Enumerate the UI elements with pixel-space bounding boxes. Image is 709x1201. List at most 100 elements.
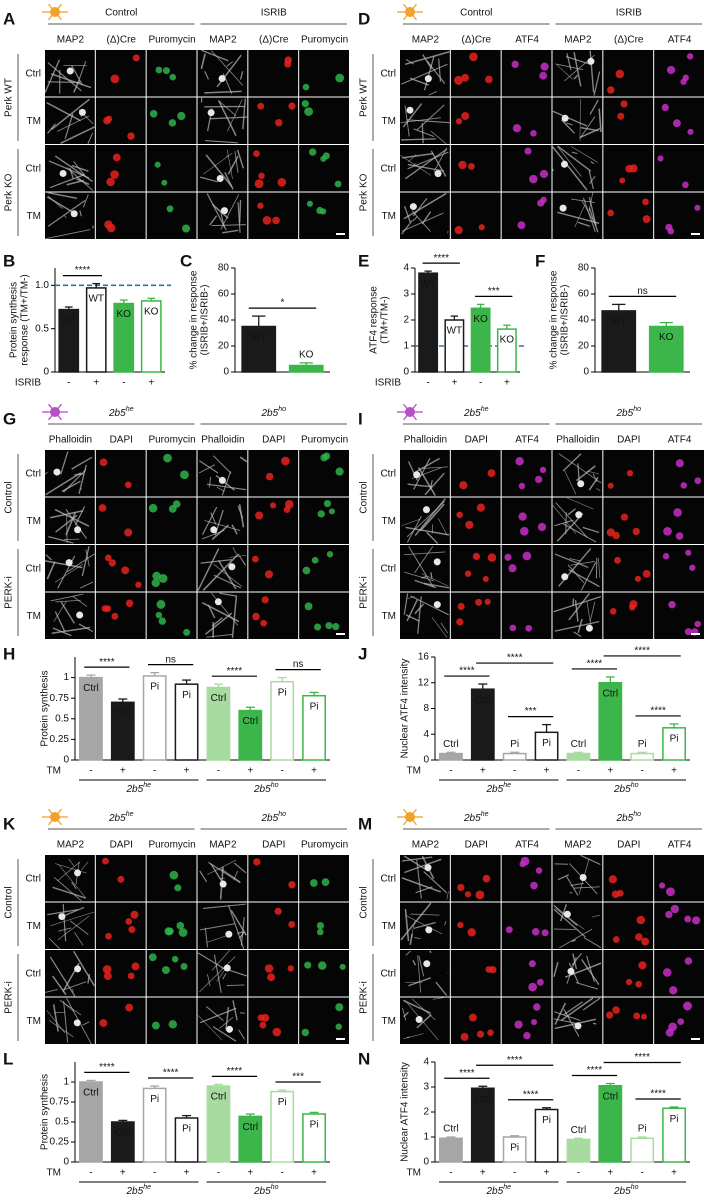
neurite: [557, 211, 600, 224]
neurite: [565, 55, 591, 65]
neurite: [402, 103, 423, 128]
neurite: [589, 50, 595, 93]
neurite: [233, 862, 247, 874]
neurite: [568, 569, 600, 588]
neurite: [202, 553, 239, 591]
bar-label: WT: [447, 326, 463, 337]
neurite: [87, 974, 91, 984]
neurite: [64, 113, 74, 139]
cell-icon-branch: [48, 808, 56, 818]
neurite: [403, 593, 409, 615]
nucleus: [326, 551, 334, 558]
nucleus: [180, 470, 189, 480]
nucleus: [541, 929, 549, 937]
bar: [110, 1121, 135, 1163]
neurite: [64, 215, 67, 219]
x-row-label: TM: [47, 766, 61, 777]
nucleus: [608, 875, 618, 884]
group-label: Control: [105, 8, 137, 19]
neurite: [416, 859, 422, 899]
nucleus: [685, 549, 692, 556]
neurite: [592, 914, 600, 918]
micrograph: [552, 50, 603, 97]
nucleus: [320, 208, 327, 215]
micrograph: [450, 145, 501, 192]
neurite: [222, 973, 227, 980]
neurite: [211, 203, 229, 219]
neurite: [560, 997, 594, 1022]
nucleus: [457, 883, 465, 892]
neurite: [566, 53, 572, 71]
cell-icon-branch: [409, 403, 417, 413]
neurite: [566, 876, 579, 896]
group-label: ISRIB: [261, 8, 287, 19]
neurite: [554, 553, 589, 569]
soma: [65, 559, 73, 567]
neurite: [240, 916, 245, 946]
cell-icon-branch: [403, 3, 411, 13]
neurite: [588, 207, 599, 233]
bar-label: Ctrl: [603, 1091, 619, 1102]
soma: [216, 174, 224, 182]
neurite: [553, 596, 602, 613]
neurite: [68, 858, 75, 867]
micrograph: [501, 450, 552, 497]
bar: [470, 307, 491, 373]
neurite: [415, 886, 433, 894]
neurite: [45, 472, 82, 496]
panel-letter: L: [3, 1049, 13, 1068]
nucleus: [539, 71, 548, 80]
bar: [58, 308, 80, 373]
column-label: (Δ)Cre: [614, 35, 644, 46]
nucleus: [519, 861, 526, 868]
label-superscript: ho: [278, 811, 286, 818]
neurite: [217, 100, 237, 117]
micrograph: [552, 497, 603, 544]
nucleus: [287, 965, 294, 972]
soma: [78, 108, 86, 116]
y-tick-label: 0.5: [55, 1117, 69, 1128]
significance-label: ns: [165, 654, 176, 665]
bar-label: WT: [88, 294, 104, 305]
nucleus: [514, 1020, 523, 1029]
y-axis-label: Protein synthesis: [9, 282, 20, 358]
neurite: [552, 110, 588, 127]
row-label: Ctrl: [25, 873, 41, 884]
y-tick-label: 0.5: [35, 323, 49, 334]
neurite: [435, 981, 448, 996]
cell-icon-branch: [54, 411, 62, 421]
nucleus: [264, 570, 274, 579]
micrograph: [95, 145, 146, 192]
neurite: [567, 564, 585, 584]
neurite: [215, 475, 235, 491]
y-tick-label: 0.25: [50, 1137, 70, 1148]
nucleus: [106, 177, 115, 187]
cell-icon-branch: [54, 11, 62, 21]
neurite: [406, 515, 422, 543]
column-label: Puromycin: [301, 35, 348, 46]
row-label: Ctrl: [25, 563, 41, 574]
y-tick-label: 1: [423, 1132, 429, 1143]
bar-label: Pi: [542, 1115, 551, 1126]
significance-label: ***: [488, 286, 500, 297]
label-base: 2b5: [616, 813, 634, 824]
y-axis-label: Nuclear ATF4 intensity: [400, 1062, 411, 1162]
neurite: [212, 1026, 237, 1042]
y-tick-label: 1: [63, 1077, 69, 1088]
neurite: [232, 1000, 238, 1021]
nucleus: [110, 170, 119, 179]
micrograph: [146, 192, 197, 239]
panel-letter: M: [358, 814, 372, 833]
soma: [218, 476, 226, 484]
nucleus: [117, 875, 125, 883]
neurite: [412, 216, 418, 222]
nucleus: [461, 73, 469, 82]
neurite: [560, 904, 568, 922]
bar-label: Ctrl: [211, 693, 227, 704]
micrograph: [299, 497, 349, 544]
y-tick-label: 8: [423, 703, 429, 714]
nucleus: [301, 1028, 310, 1037]
neurite: [209, 215, 218, 226]
neurite: [237, 931, 243, 935]
significance-label: ****: [507, 1055, 523, 1066]
